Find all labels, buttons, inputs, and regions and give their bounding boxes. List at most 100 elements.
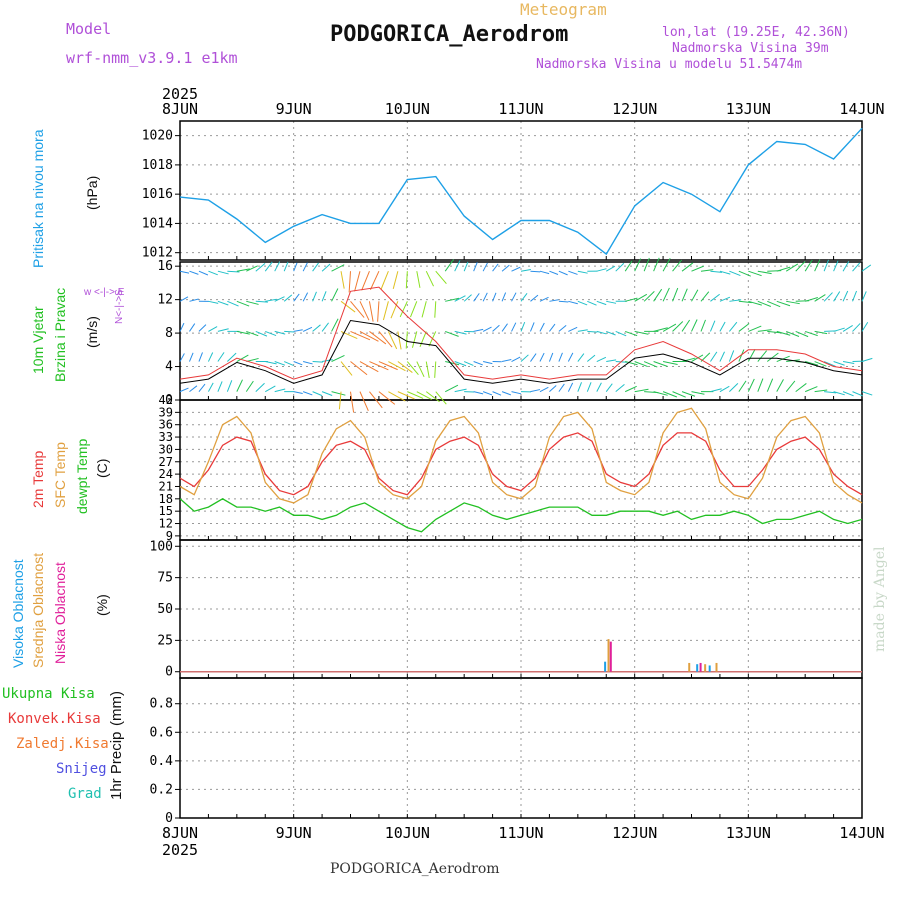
wind-arrow xyxy=(416,271,421,288)
wind-arrow xyxy=(511,391,522,395)
wind-arrow xyxy=(672,321,684,332)
wind-arrow xyxy=(236,330,250,335)
wind-arrow xyxy=(852,262,861,272)
wind-arrow xyxy=(662,361,678,365)
wind-arrow xyxy=(421,301,427,318)
wind-arrow xyxy=(189,298,199,302)
y-tick-label: 75 xyxy=(157,571,173,586)
y-tick-label: 33 xyxy=(159,430,173,444)
wind-arrow xyxy=(380,271,389,290)
wind-arrow xyxy=(861,391,873,396)
cloud-bar xyxy=(607,639,610,672)
wind-arrow xyxy=(577,270,588,274)
wind-arrow xyxy=(596,268,607,272)
top-year-label: 2025 xyxy=(162,85,198,103)
wind-arrow xyxy=(549,299,559,302)
wind-arrow xyxy=(833,291,841,302)
wind-arrow xyxy=(615,330,627,337)
wind-arrow xyxy=(786,330,800,337)
wind-arrow xyxy=(549,323,556,332)
wind-arrow xyxy=(823,292,833,302)
wind-arrow xyxy=(709,320,716,332)
wind-arrow xyxy=(738,323,750,332)
wind-arrow xyxy=(814,361,827,367)
wind-arrow xyxy=(340,300,356,313)
cloud-bar xyxy=(688,662,691,672)
wind-arrow xyxy=(624,260,633,272)
temp-line-0 xyxy=(179,432,863,496)
wind-arrow xyxy=(274,388,286,393)
wind-arrow xyxy=(785,380,796,392)
wind-arrow xyxy=(805,330,818,337)
wind-arrow xyxy=(710,351,718,362)
wind-arrow xyxy=(482,326,492,332)
wind-arrow xyxy=(419,331,427,348)
wind-arrow xyxy=(653,288,663,302)
wind-arrow xyxy=(719,321,726,332)
wind-arrow xyxy=(662,257,671,272)
y-tick-label: 0.6 xyxy=(150,725,173,740)
wind-arrow xyxy=(738,300,752,304)
wind-arrow xyxy=(804,259,813,272)
wind-arrow xyxy=(691,289,699,302)
y-tick-label: 1014 xyxy=(142,216,173,231)
wind-arrow xyxy=(596,330,607,335)
wind-arrow xyxy=(463,294,472,302)
wind-arrow xyxy=(530,322,535,332)
wind-arrow xyxy=(179,387,189,393)
wind-arrow xyxy=(558,352,563,362)
wind-arrow xyxy=(312,262,319,272)
wind-arrow xyxy=(390,301,399,319)
wind-arrow xyxy=(369,331,387,345)
wind-arrow xyxy=(265,298,277,302)
wind-arrow xyxy=(435,270,447,284)
wind-arrow xyxy=(338,391,342,410)
wind-arrow xyxy=(653,361,668,367)
wind-arrow xyxy=(473,328,484,332)
wind-arrow xyxy=(416,361,425,378)
wind-arrow xyxy=(293,262,298,272)
wind-arrow xyxy=(833,327,845,332)
wind-arrow xyxy=(255,263,266,272)
wind-arrow xyxy=(207,352,214,362)
wind-speed-line xyxy=(179,319,863,384)
wind-arrow xyxy=(653,391,668,396)
wind-arrow xyxy=(217,381,223,392)
wind-arrow xyxy=(776,330,791,336)
y-tick-label: 8 xyxy=(165,326,173,341)
wind-arrow xyxy=(179,296,189,302)
wind-arrow xyxy=(264,261,273,272)
wind-arrow xyxy=(369,270,380,290)
wind-arrow xyxy=(833,391,845,396)
wind-arrow xyxy=(643,290,655,302)
wind-arrow xyxy=(814,294,826,302)
wind-arrow xyxy=(710,270,723,273)
wind-arrow xyxy=(321,391,333,396)
wind-arrow xyxy=(359,301,370,321)
wind-arrow xyxy=(539,386,549,393)
wind-arrow xyxy=(625,330,638,337)
wind-arrow xyxy=(757,350,768,362)
wind-arrow xyxy=(587,330,598,333)
wind-arrow xyxy=(179,322,185,332)
y-tick-label: 27 xyxy=(159,455,173,469)
wind-arrow xyxy=(558,270,568,276)
wind-arrow xyxy=(634,293,648,302)
wind-arrow xyxy=(425,361,430,379)
wind-arrow xyxy=(284,361,294,366)
panel-frame xyxy=(179,399,863,541)
wind-arrow xyxy=(624,385,637,393)
wind-arrow xyxy=(359,361,379,373)
wind-arrow xyxy=(245,380,254,392)
wind-arrow xyxy=(548,352,554,362)
gust-line xyxy=(179,286,863,380)
y-tick-label: 18 xyxy=(159,492,173,506)
wind-arrow xyxy=(568,326,578,332)
top-day-label: 8JUN xyxy=(162,100,198,118)
y-tick-label: 50 xyxy=(157,602,173,617)
wind-arrow xyxy=(634,388,649,393)
top-day-label: 9JUN xyxy=(276,100,312,118)
bottom-day-label: 12JUN xyxy=(612,824,657,842)
wind-arrow xyxy=(388,361,406,372)
wind-arrow xyxy=(236,379,243,392)
